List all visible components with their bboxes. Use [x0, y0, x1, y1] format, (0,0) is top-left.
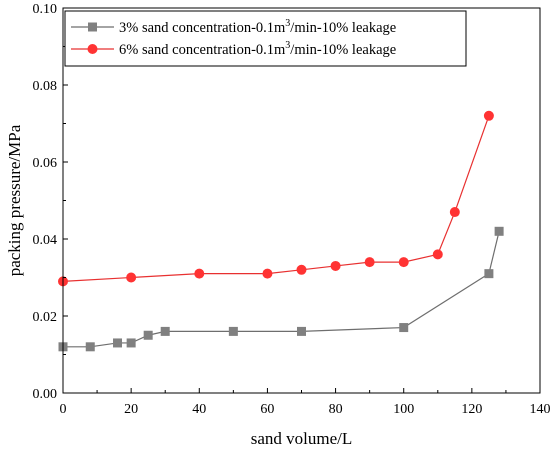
y-axis-label: packing pressure/MPa	[5, 124, 24, 276]
series-2-point	[126, 272, 137, 283]
series-2-point	[398, 257, 409, 268]
series-2-point	[330, 260, 341, 271]
series-1-point	[399, 323, 409, 333]
series-2-point	[449, 207, 460, 218]
series-2-point	[364, 257, 375, 268]
y-tick-label: 0.00	[33, 387, 58, 402]
series-2-point	[483, 110, 494, 121]
series-1-point	[484, 269, 494, 279]
x-tick-label: 140	[530, 402, 550, 417]
series-1-point	[85, 342, 95, 352]
series-2-line	[62, 115, 490, 282]
series-1-point	[228, 326, 238, 336]
series-1-point	[297, 326, 306, 336]
legend-box	[64, 10, 467, 67]
series-1-point	[143, 330, 153, 340]
x-tick-label: 80	[329, 402, 343, 417]
series-1-point	[113, 338, 123, 348]
legend-marker-2	[87, 44, 98, 54]
y-tick-label: 0.06	[33, 156, 58, 171]
y-tick-label: 0.04	[33, 233, 58, 248]
y-tick-label: 0.08	[33, 79, 58, 94]
x-tick-label: 0	[60, 402, 67, 417]
series-1-point	[160, 326, 170, 336]
series-2-point	[432, 249, 443, 260]
legend-marker-1	[88, 22, 97, 32]
series-2-point	[296, 264, 307, 275]
y-tick-label: 0.02	[33, 310, 58, 325]
x-tick-label: 20	[124, 402, 138, 417]
legend-label-2: 6% sand concentration-0.1m3/min-10% leak…	[119, 40, 396, 58]
y-tick-label: 0.10	[33, 2, 58, 17]
x-tick-label: 100	[393, 402, 414, 417]
x-tick-label: 60	[260, 402, 274, 417]
series-1-point	[494, 226, 504, 236]
legend-label-1: 3% sand concentration-0.1m3/min-10% leak…	[119, 18, 396, 36]
series-1-point	[126, 338, 136, 348]
series-2-point	[194, 268, 205, 279]
x-axis-label: sand volume/L	[251, 429, 353, 448]
x-tick-label: 40	[192, 402, 206, 417]
series-2-point	[262, 268, 273, 279]
x-tick-label: 120	[461, 402, 482, 417]
series-1-line	[63, 231, 500, 348]
